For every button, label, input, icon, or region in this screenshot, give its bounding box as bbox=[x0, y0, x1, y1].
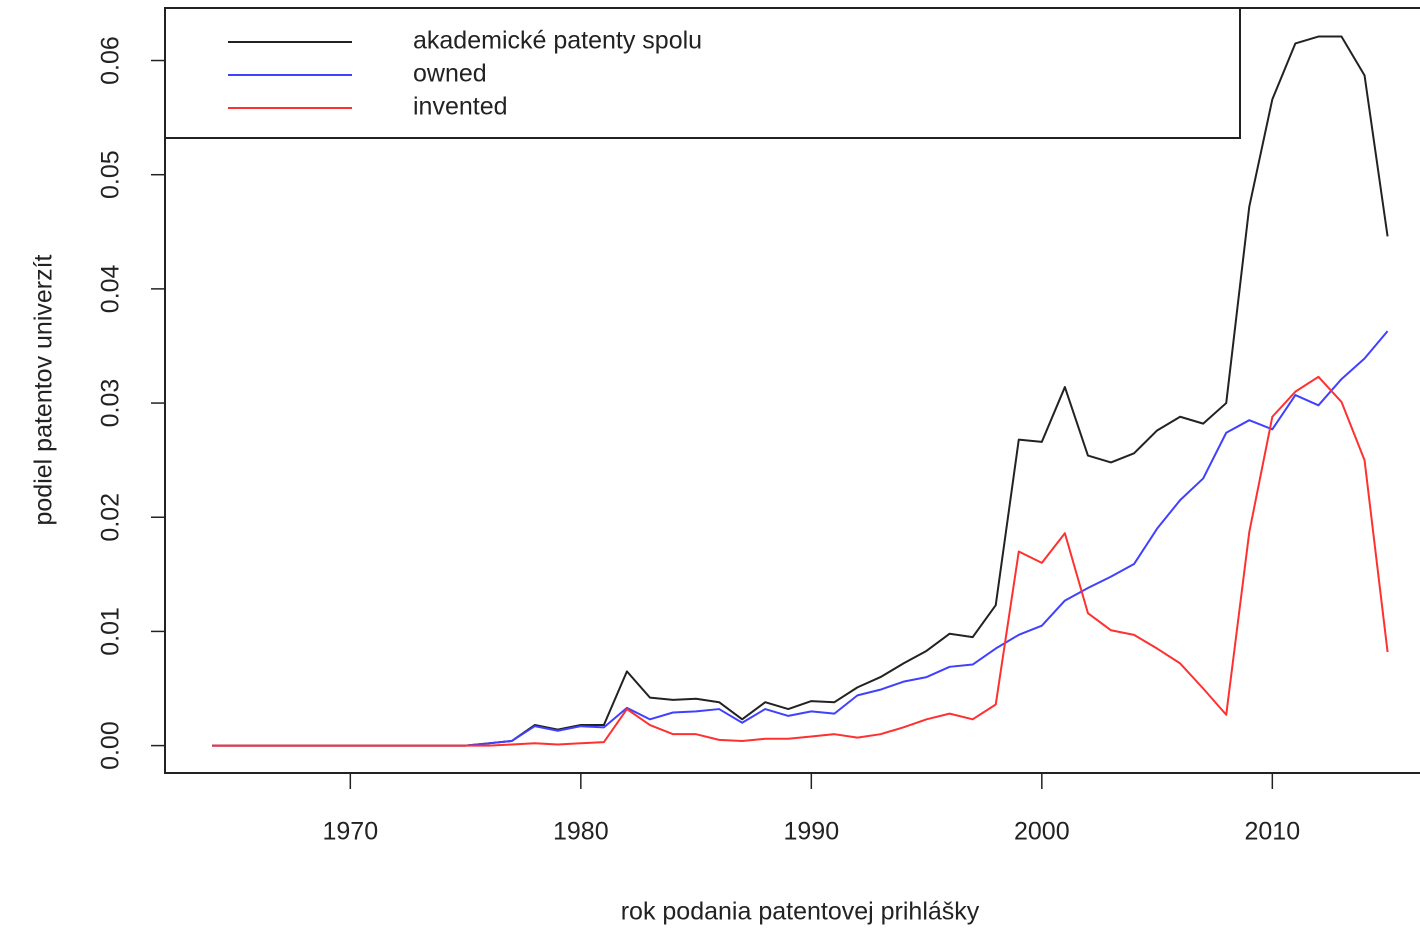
y-tick-label: 0.04 bbox=[97, 264, 125, 313]
series-line bbox=[212, 375, 1389, 747]
x-tick-label: 1980 bbox=[553, 818, 609, 846]
x-tick-label: 1990 bbox=[784, 818, 840, 846]
y-tick-label: 0.03 bbox=[97, 379, 125, 428]
y-tick-label: 0.02 bbox=[97, 493, 125, 542]
legend-label: invented bbox=[413, 93, 508, 121]
y-tick-label: 0.01 bbox=[97, 607, 125, 656]
x-tick-label: 2010 bbox=[1245, 818, 1301, 846]
x-axis-label: rok podania patentovej prihlášky bbox=[621, 898, 980, 926]
y-tick-label: 0.06 bbox=[97, 36, 125, 85]
x-tick-label: 2000 bbox=[1014, 818, 1070, 846]
legend-label: akademické patenty spolu bbox=[413, 27, 702, 55]
y-tick-label: 0.00 bbox=[97, 721, 125, 770]
series-line bbox=[212, 330, 1389, 747]
x-tick-label: 1970 bbox=[323, 818, 379, 846]
legend-box bbox=[164, 7, 1241, 139]
series-line bbox=[212, 35, 1389, 747]
y-axis-label: podiel patentov univerzít bbox=[30, 254, 58, 525]
legend-label: owned bbox=[413, 60, 487, 88]
y-tick-label: 0.05 bbox=[97, 150, 125, 199]
